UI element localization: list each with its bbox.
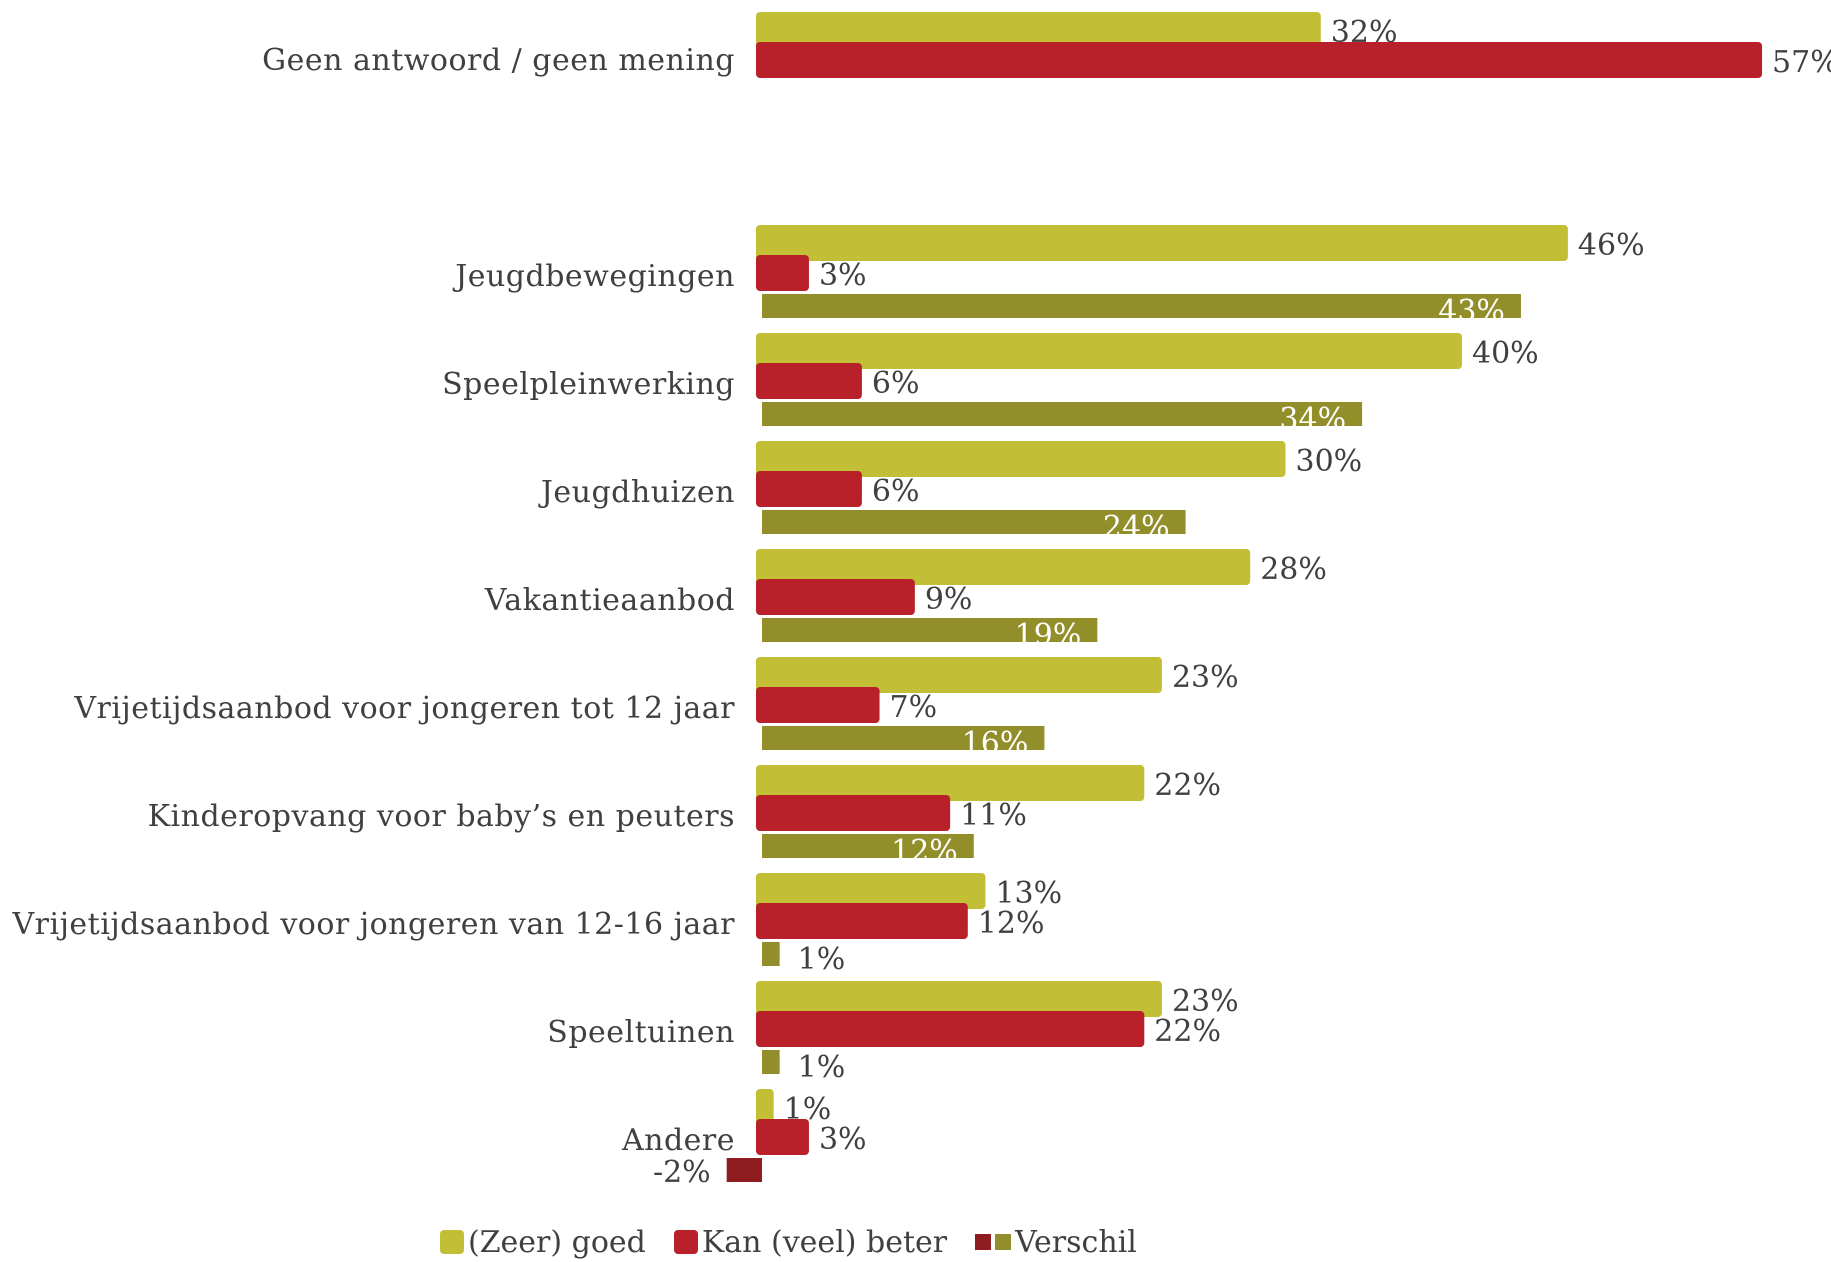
bar-verschil — [762, 1050, 780, 1074]
bar-zeer-goed — [756, 765, 1145, 801]
value-label-kan-beter: 7% — [890, 690, 938, 725]
bar-kan-beter — [756, 579, 915, 615]
category-label: Geen antwoord / geen mening — [262, 43, 735, 78]
value-label-kan-beter: 3% — [819, 1122, 867, 1157]
bar-kan-beter — [756, 1119, 809, 1155]
value-label-kan-beter: 6% — [872, 366, 920, 401]
bar-zeer-goed — [756, 12, 1321, 48]
bar-kan-beter — [756, 1011, 1145, 1047]
value-label-verschil: 1% — [798, 942, 846, 977]
category-label: Jeugdhuizen — [538, 475, 735, 510]
legend-swatch-zeer-goed — [440, 1230, 464, 1254]
bar-verschil — [762, 834, 974, 858]
value-label-kan-beter: 12% — [978, 906, 1045, 941]
value-label-kan-beter: 9% — [925, 582, 973, 617]
bar-zeer-goed — [756, 441, 1286, 477]
value-label-zeer-goed: 46% — [1578, 228, 1645, 263]
category-label: Speeltuinen — [547, 1015, 735, 1050]
value-label-zeer-goed: 28% — [1260, 552, 1327, 587]
category-label: Jeugdbewegingen — [452, 259, 735, 294]
category-label: Speelpleinwerking — [442, 367, 735, 402]
bar-zeer-goed — [756, 657, 1162, 693]
bar-kan-beter — [756, 255, 809, 291]
value-label-kan-beter: 57% — [1772, 45, 1831, 80]
category-label: Vrijetijdsaanbod voor jongeren tot 12 ja… — [73, 691, 735, 726]
bar-zeer-goed — [756, 1089, 774, 1125]
legend-item-verschil: Verschil — [975, 1225, 1137, 1260]
value-label-verschil: 1% — [798, 1050, 846, 1085]
bar-verschil — [726, 1158, 762, 1182]
bar-kan-beter — [756, 903, 968, 939]
value-label-kan-beter: 3% — [819, 258, 867, 293]
bar-kan-beter — [756, 795, 951, 831]
value-label-verschil: 16% — [962, 726, 1029, 761]
bar-zeer-goed — [756, 225, 1568, 261]
value-label-zeer-goed: 23% — [1172, 984, 1239, 1019]
value-label-kan-beter: 6% — [872, 474, 920, 509]
bar-zeer-goed — [756, 333, 1462, 369]
category-label: Vrijetijdsaanbod voor jongeren van 12-16… — [12, 907, 736, 942]
bar-kan-beter — [756, 471, 862, 507]
bar-zeer-goed — [756, 981, 1162, 1017]
bar-verschil — [762, 726, 1045, 750]
bar-kan-beter — [756, 363, 862, 399]
category-label: Kinderopvang voor baby’s en peuters — [148, 799, 735, 834]
legend: (Zeer) goed Kan (veel) beter Verschil — [440, 1222, 1165, 1262]
legend-label-kan-beter: Kan (veel) beter — [701, 1224, 948, 1260]
value-label-verschil: -2% — [653, 1155, 711, 1190]
value-label-zeer-goed: 22% — [1154, 768, 1221, 803]
bar-chart: Geen antwoord / geen mening32%57%Jeugdbe… — [12, 12, 1831, 1190]
value-label-zeer-goed: 13% — [995, 876, 1062, 911]
value-label-verschil: 24% — [1103, 510, 1170, 545]
bar-verschil — [762, 510, 1186, 534]
bar-verschil — [762, 294, 1521, 318]
value-label-kan-beter: 22% — [1154, 1014, 1221, 1049]
legend-swatch-kan-beter — [673, 1230, 698, 1254]
value-label-zeer-goed: 40% — [1472, 336, 1539, 371]
bar-verschil — [762, 618, 1098, 642]
bar-zeer-goed — [756, 549, 1251, 585]
category-label: Vakantieaanbod — [484, 583, 735, 618]
bar-verschil — [762, 402, 1363, 426]
bar-verschil — [762, 942, 780, 966]
legend-swatch-verschil — [995, 1234, 1012, 1250]
category-label: Andere — [621, 1123, 735, 1158]
bar-kan-beter — [756, 687, 880, 723]
value-label-zeer-goed: 23% — [1172, 660, 1239, 695]
bar-zeer-goed — [756, 873, 986, 909]
legend-item-zeer-goed: (Zeer) goed — [440, 1225, 646, 1260]
bar-kan-beter — [756, 42, 1763, 78]
value-label-zeer-goed: 30% — [1296, 444, 1363, 479]
value-label-verschil: 19% — [1015, 618, 1082, 653]
legend-label-zeer-goed: (Zeer) goed — [468, 1224, 646, 1260]
value-label-verschil: 43% — [1438, 294, 1505, 329]
legend-label-verschil: Verschil — [1015, 1224, 1137, 1260]
legend-item-kan-beter: Kan (veel) beter — [673, 1224, 948, 1260]
value-label-kan-beter: 11% — [960, 798, 1027, 833]
legend-swatch-verschil-negative — [975, 1234, 992, 1250]
value-label-verschil: 12% — [891, 834, 958, 869]
value-label-verschil: 34% — [1279, 402, 1346, 437]
